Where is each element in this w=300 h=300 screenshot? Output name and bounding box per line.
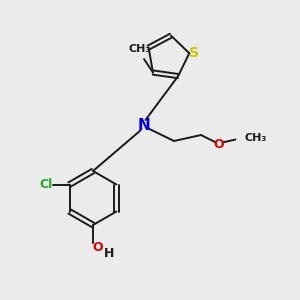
Text: N: N [138, 118, 150, 134]
Text: H: H [104, 247, 115, 260]
Text: S: S [189, 46, 199, 60]
Text: O: O [92, 241, 103, 254]
Text: CH₃: CH₃ [128, 44, 151, 53]
Text: CH₃: CH₃ [244, 133, 267, 143]
Text: Cl: Cl [39, 178, 52, 191]
Text: O: O [214, 137, 224, 151]
